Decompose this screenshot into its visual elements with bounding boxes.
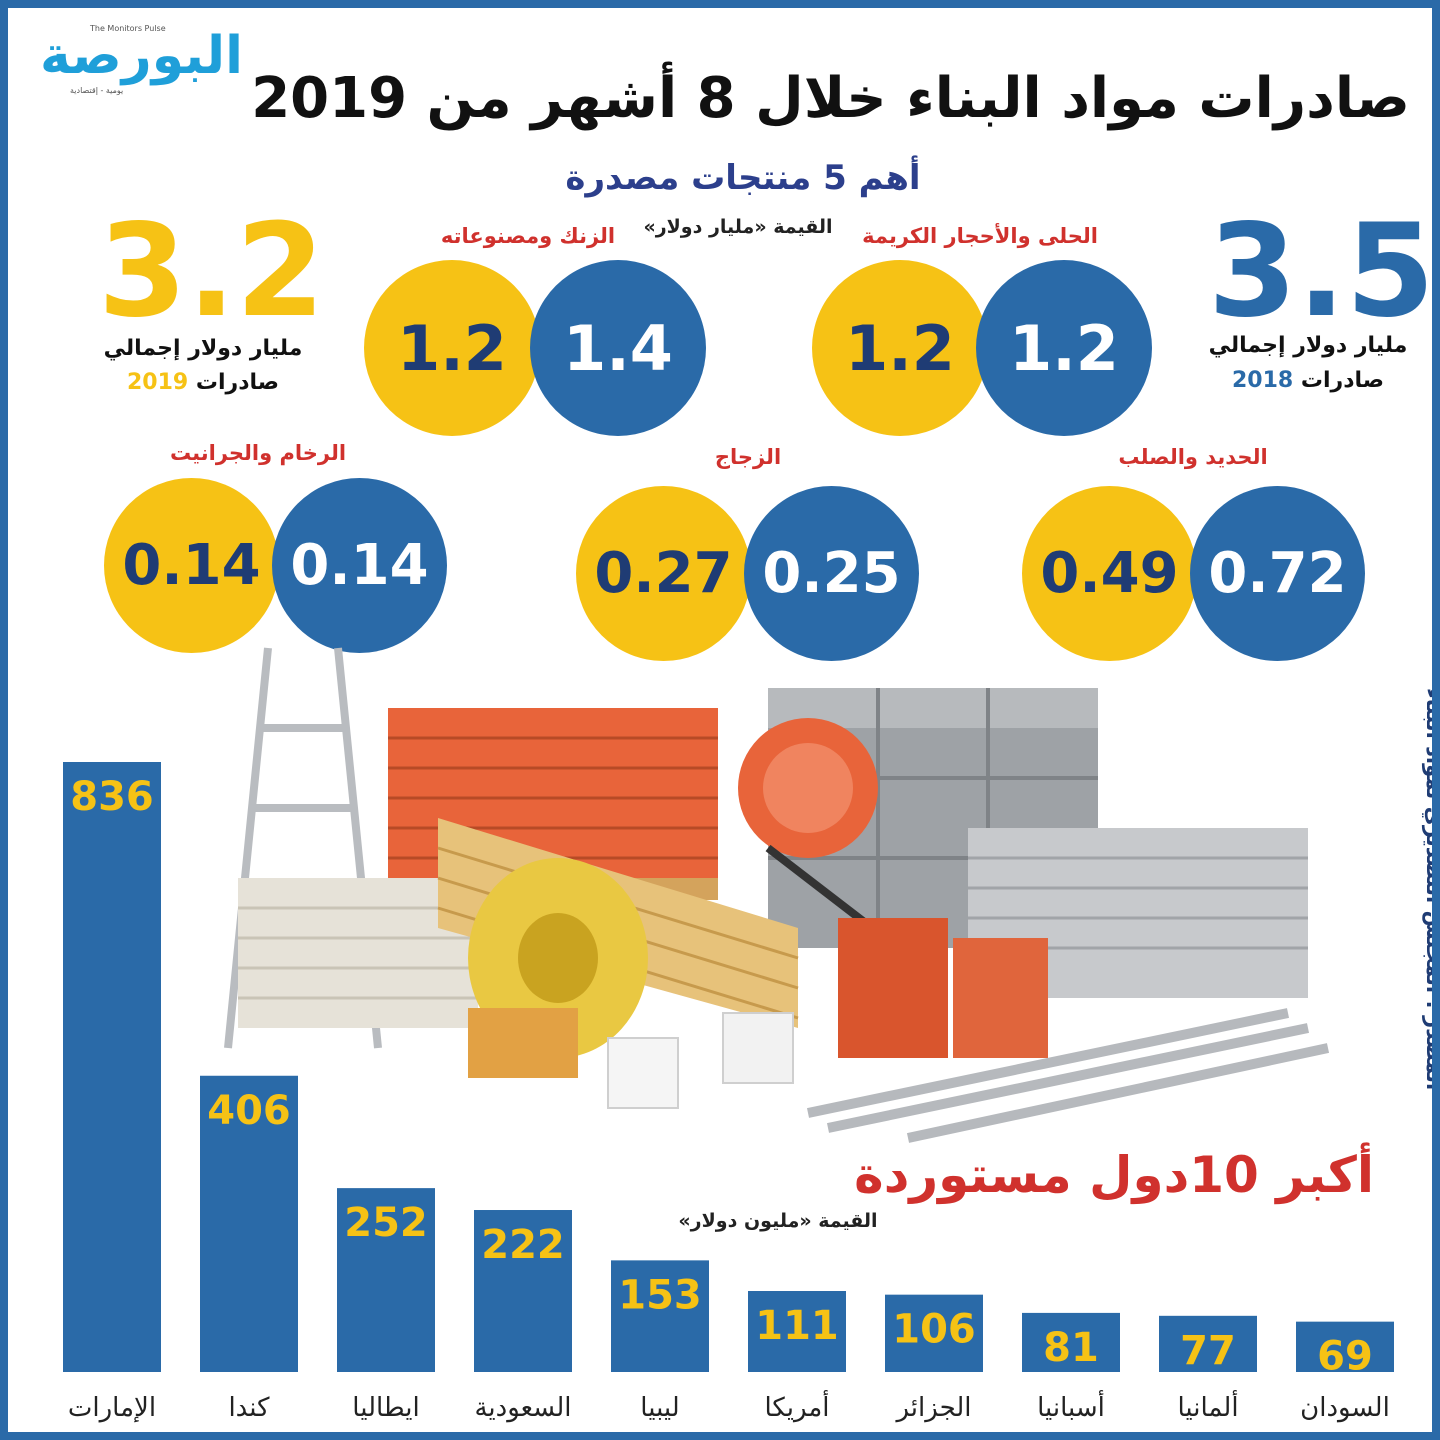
total-2019-label: مليار دولار إجمالي (103, 336, 303, 361)
total-2019-caption: صادرات 2019 (103, 370, 303, 395)
bar-value-label-4: 153 (618, 1272, 702, 1318)
importers-value-unit: القيمة «مليون دولار» (678, 1210, 878, 1232)
bar-9 (1296, 1321, 1394, 1372)
bar-value-label-2: 252 (344, 1200, 428, 1246)
product-zinc-2019: 1.2 (364, 260, 540, 436)
bar-0 (63, 762, 161, 1372)
product-glass-2018: 0.25 (744, 486, 919, 661)
bar-category-label-8: ألمانيا (1177, 1389, 1238, 1423)
total-2018-caption-text: صادرات (1300, 368, 1385, 393)
bar-value-label-7: 81 (1043, 1325, 1099, 1371)
bar-7 (1022, 1312, 1120, 1372)
total-2019-caption-text: صادرات (195, 370, 280, 395)
bar-5 (748, 1291, 846, 1372)
product-name-zinc: الزنك ومصنوعاته (440, 224, 616, 248)
bar-value-label-1: 406 (207, 1088, 291, 1134)
bar-value-label-9: 69 (1317, 1334, 1373, 1380)
bar-category-label-4: ليبيا (640, 1393, 679, 1423)
logo-english-text: The Monitors Pulse (90, 24, 166, 33)
bar-value-label-0: 836 (70, 774, 154, 820)
importers-bar-chart: 836 الإمارات 406 كندا 252 ايطاليا 222 السعودية 1… (63, 762, 1394, 1423)
bar-4 (611, 1260, 709, 1372)
brand-logo: The Monitors Pulse البورصة يومية - إقتصا… (30, 20, 244, 98)
total-2018-label: مليار دولار إجمالي (1208, 333, 1408, 358)
product-steel-2018: 0.72 (1190, 486, 1365, 661)
bar-value-label-8: 77 (1180, 1328, 1236, 1374)
bar-8 (1159, 1315, 1257, 1372)
total-2018-year: 2018 (1231, 368, 1294, 393)
bar-category-label-0: الإمارات (68, 1393, 156, 1423)
product-marble-2019: 0.14 (104, 478, 279, 653)
bar-category-label-2: ايطاليا (352, 1393, 419, 1423)
bar-2 (337, 1188, 435, 1372)
logo-subtitle: يومية - إقتصادية (70, 86, 124, 95)
bar-6 (885, 1294, 983, 1372)
bar-value-label-6: 106 (892, 1307, 976, 1353)
products-subtitle: أهم 5 منتجات مصدرة (565, 158, 921, 198)
total-2018-caption: صادرات 2018 (1208, 368, 1408, 393)
product-marble-2018: 0.14 (272, 478, 447, 653)
bar-category-label-5: أمريكا (764, 1389, 829, 1423)
page-title: صادرات مواد البناء خلال 8 أشهر من 2019 (251, 66, 1410, 131)
toolbox-illustration (468, 1008, 794, 1109)
products-value-unit: القيمة «مليار دولار» (643, 216, 833, 238)
roof-tiles-illustration (838, 918, 1048, 1058)
importers-chart-title: أكبر 10دول مستوردة (854, 1146, 1374, 1204)
bar-category-label-6: الجزائر (894, 1393, 971, 1423)
building-materials-illustration (224, 647, 1330, 1143)
product-name-steel: الحديد والصلب (1118, 445, 1268, 469)
bar-value-label-5: 111 (755, 1303, 839, 1349)
cement-mixer-illustration (738, 718, 901, 952)
total-2019-value: 3.2 (98, 197, 325, 346)
product-name-marble: الرخام والجرانيت (169, 441, 347, 465)
product-steel-2019: 0.49 (1022, 486, 1197, 661)
bar-value-label-3: 222 (481, 1222, 565, 1268)
bar-category-label-1: كندا (228, 1393, 270, 1423)
product-glass-2019: 0.27 (576, 486, 751, 661)
product-zinc-2018: 1.4 (530, 260, 706, 436)
bar-category-label-7: أسبانيا (1037, 1389, 1105, 1423)
steel-profiles-illustration (806, 1008, 1330, 1143)
total-2018-value: 3.5 (1208, 197, 1435, 346)
product-name-glass: الزجاج (714, 445, 782, 469)
product-name-jewelry: الحلى والأحجار الكريمة (862, 224, 1098, 248)
product-jewelry-2018: 1.2 (976, 260, 1152, 436)
bar-category-label-3: السعودية (474, 1393, 571, 1423)
total-2019-year: 2019 (126, 370, 189, 395)
bar-1 (200, 1075, 298, 1372)
bar-3 (474, 1210, 572, 1372)
bar-category-label-9: السودان (1300, 1393, 1390, 1423)
product-jewelry-2019: 1.2 (812, 260, 988, 436)
logo-arabic-text: البورصة (40, 26, 244, 86)
